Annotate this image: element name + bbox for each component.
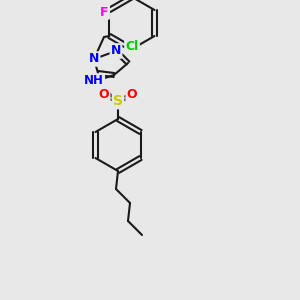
- Text: N: N: [111, 44, 121, 58]
- Text: S: S: [113, 94, 123, 108]
- Text: Cl: Cl: [125, 40, 139, 52]
- Text: NH: NH: [84, 74, 104, 88]
- Text: O: O: [127, 88, 137, 101]
- Text: N: N: [89, 52, 99, 65]
- Text: F: F: [100, 5, 109, 19]
- Text: O: O: [99, 88, 109, 101]
